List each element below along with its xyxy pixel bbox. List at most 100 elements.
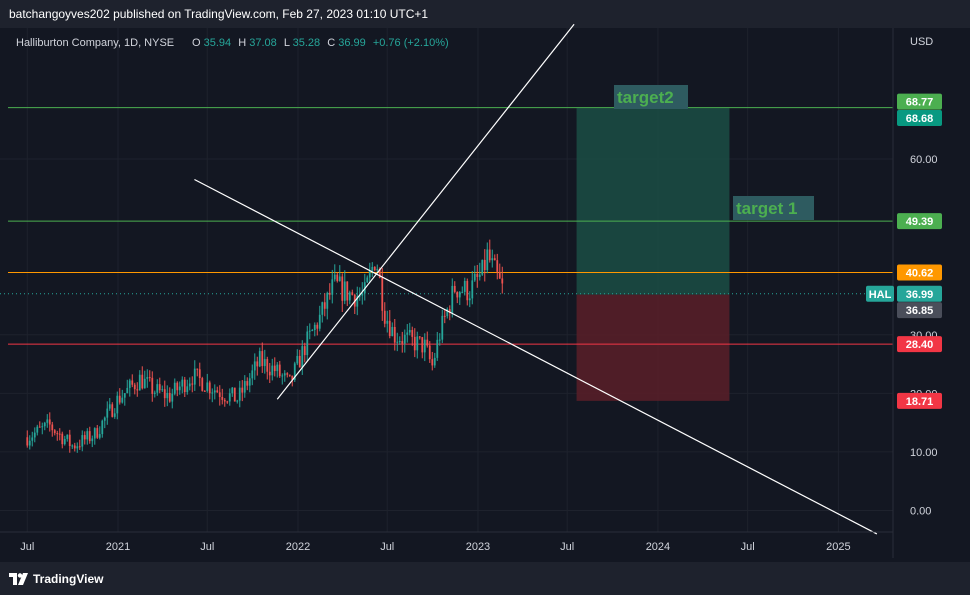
candle-body (336, 274, 339, 282)
candle-body (333, 274, 336, 280)
candle-body (418, 336, 421, 338)
candle-body (126, 387, 129, 394)
symbol-tag: HAL (869, 289, 892, 301)
candle-body (193, 368, 196, 385)
time-tick-label: 2021 (106, 541, 130, 553)
candle-body (411, 330, 414, 337)
currency-label: USD (910, 36, 933, 48)
candle-body (368, 270, 371, 278)
level-price-tag-bg (897, 109, 942, 126)
candle-body (163, 389, 166, 399)
horizontal-levels[interactable] (8, 107, 893, 345)
candle-body (403, 334, 406, 344)
candle-body (93, 428, 96, 439)
candle-body (173, 382, 176, 394)
level-price-tag-bg (897, 213, 942, 230)
candle-body (421, 337, 424, 353)
candle-body (143, 378, 146, 389)
candle-body (461, 291, 464, 293)
candle-body (431, 359, 434, 366)
candle-body (203, 390, 206, 392)
svg-text:Halliburton Company, 1D, NYSE: Halliburton Company, 1D, NYSE O 35.94 H … (16, 37, 449, 49)
level-price-tag-bg (897, 336, 942, 353)
candle-body (238, 387, 241, 401)
candle-body (458, 292, 461, 298)
candle-body (378, 268, 381, 278)
candle-body (61, 433, 64, 445)
price-tick-label: 0.00 (910, 506, 931, 518)
trendlines[interactable] (194, 23, 878, 535)
candle-body (53, 430, 56, 434)
candle-body (41, 426, 44, 428)
candle-body (323, 302, 326, 309)
candle-body (416, 336, 419, 351)
candle-body (406, 332, 409, 335)
level-price-tag: 68.68 (906, 113, 934, 125)
candle-body (313, 324, 316, 331)
candle-body (398, 341, 401, 343)
tradingview-logo[interactable]: TradingView (9, 571, 103, 587)
candle-body (248, 378, 251, 386)
candle-body (48, 419, 51, 425)
candle-body (466, 280, 469, 301)
target2-annotation[interactable]: target2 (614, 85, 688, 109)
candle-body (151, 377, 154, 394)
candle-body (386, 320, 389, 324)
candle-body (316, 324, 319, 329)
candle-body (373, 266, 376, 271)
candle-body (158, 384, 161, 391)
candle-body (393, 326, 396, 343)
extra-price-tag-bg (897, 392, 942, 409)
candle-body (141, 374, 144, 389)
candle-body (116, 395, 119, 414)
candle-body (106, 408, 109, 418)
candle-body (451, 285, 454, 313)
trendline[interactable] (276, 23, 575, 400)
candle-body (153, 392, 156, 394)
candle-body (361, 293, 364, 296)
time-tick-label: Jul (380, 541, 394, 553)
candle-body (63, 438, 66, 445)
candle-body (388, 320, 391, 337)
candle-body (456, 291, 459, 298)
candle-body (478, 274, 481, 277)
candle-body (486, 249, 489, 271)
candle-body (423, 339, 426, 353)
tradingview-wordmark: TradingView (33, 572, 104, 586)
time-tick-label: 2025 (826, 541, 850, 553)
candle-body (36, 426, 39, 433)
price-chart[interactable]: target2 target 1 Halliburton Company, 1D… (0, 0, 970, 562)
legend-o-label: O (192, 37, 201, 49)
candle-body (201, 378, 204, 391)
time-tick-label: Jul (20, 541, 34, 553)
candle-body (306, 331, 309, 356)
trendline[interactable] (194, 178, 878, 535)
time-tick-label: 2024 (646, 541, 670, 553)
candle-body (71, 445, 74, 447)
candle-body (208, 382, 211, 394)
candle-body (281, 375, 284, 377)
candle-body (166, 392, 169, 399)
candle-body (321, 302, 324, 315)
time-axis[interactable]: Jul 2021 Jul 2022 Jul 2023 Jul 2024 Jul 2025 (20, 541, 850, 553)
legend-l-label: L (284, 37, 290, 49)
candle-body (86, 431, 89, 440)
price-tick-label: 60.00 (910, 154, 938, 166)
candle-body (178, 386, 181, 391)
candle-body (133, 384, 136, 390)
target1-annotation[interactable]: target 1 (733, 196, 814, 220)
legend-h-value: 37.08 (249, 37, 277, 49)
candle-body (366, 277, 369, 283)
tradingview-icon (9, 573, 28, 585)
time-tick-label: Jul (200, 541, 214, 553)
candle-body (453, 285, 456, 292)
candle-body (348, 292, 351, 301)
candle-body (408, 330, 411, 333)
chart-legend: Halliburton Company, 1D, NYSE O 35.94 H … (16, 37, 449, 49)
candle-body (213, 390, 216, 393)
candle-body (258, 351, 261, 367)
candle-body (206, 382, 209, 391)
extra-price-tag-bg (897, 302, 942, 319)
candle-body (136, 389, 139, 391)
candle-body (176, 382, 179, 391)
